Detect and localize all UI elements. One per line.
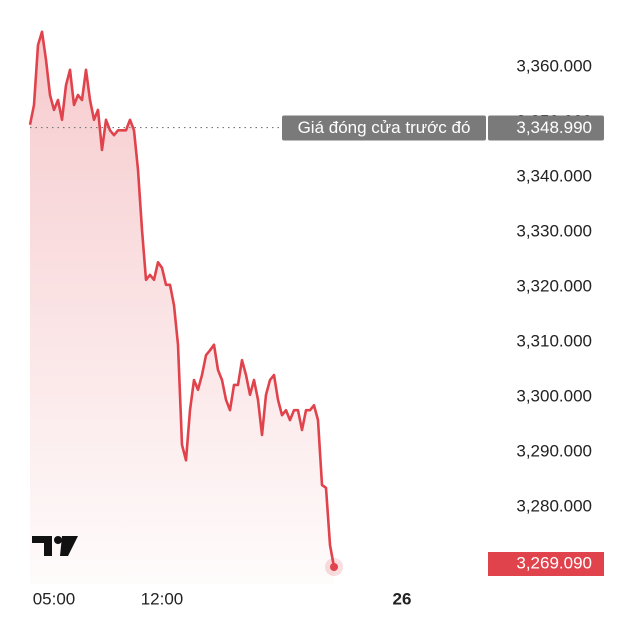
x-tick-label: 05:00 — [33, 589, 76, 608]
y-tick-label: 3,290.000 — [516, 441, 592, 460]
last-point — [330, 563, 338, 572]
reference-badge — [282, 115, 486, 141]
plot-area — [28, 30, 343, 585]
y-tick-label: 3,340.000 — [516, 166, 592, 185]
reference-value-badge — [488, 115, 604, 141]
x-tick-label: 12:00 — [141, 589, 184, 608]
reference-label: Giá đóng cửa trước đó — [298, 118, 471, 137]
y-tick-label: 3,360.000 — [516, 56, 592, 75]
overlay: 3,269.090 Giá đóng cửa trước đó 3,348.990 — [30, 115, 604, 577]
area — [30, 31, 334, 585]
logo — [32, 536, 78, 556]
y-tick-label: 3,320.000 — [516, 276, 592, 295]
y-tick-label: 3,300.000 — [516, 386, 592, 405]
x-tick-label: 26 — [393, 589, 412, 608]
price-line — [28, 30, 336, 568]
y-tick-label: 3,330.000 — [516, 221, 592, 240]
reference-value-label: 3,348.990 — [516, 118, 592, 137]
y-tick-label: 3,310.000 — [516, 331, 592, 350]
y-tick-label: 3,280.000 — [516, 496, 592, 515]
last-value-badge — [488, 552, 604, 577]
last-value-label: 3,269.090 — [516, 553, 592, 572]
